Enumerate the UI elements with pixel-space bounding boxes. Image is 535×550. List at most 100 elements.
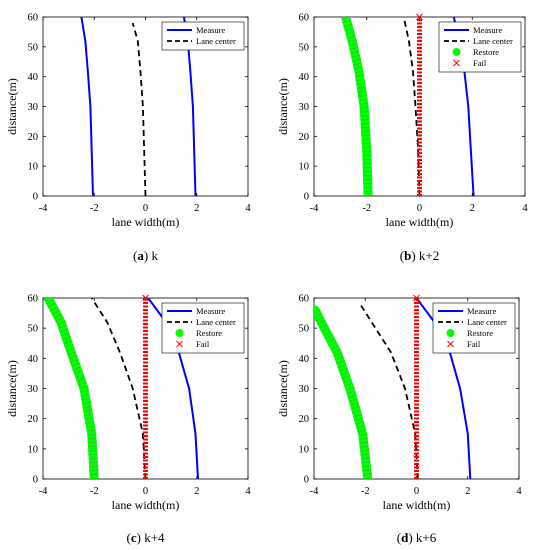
- caption-close: ): [408, 530, 416, 545]
- y-tick-label: 50: [28, 324, 39, 335]
- y-tick-label: 30: [28, 384, 39, 395]
- caption-letter: b: [404, 248, 411, 263]
- panel-caption: (d) k+6: [397, 530, 437, 545]
- y-tick-label: 10: [28, 162, 39, 173]
- x-tick-label: -2: [90, 203, 99, 214]
- y-tick-label: 60: [299, 13, 310, 24]
- measure-line: [415, 298, 472, 479]
- y-axis-label: distance(m): [5, 78, 19, 135]
- caption-close: ): [137, 530, 145, 545]
- caption-letter: a: [137, 248, 144, 263]
- y-tick-label: 10: [28, 444, 39, 455]
- legend-restore-swatch: [175, 329, 184, 337]
- y-tick-label: 40: [299, 354, 310, 365]
- x-tick-label: 0: [417, 203, 422, 214]
- x-tick-label: -2: [90, 486, 99, 497]
- y-tick-label: 40: [28, 354, 39, 365]
- legend-label: Measure: [196, 25, 225, 35]
- legend-label: Lane center: [196, 36, 236, 46]
- y-axis-label: distance(m): [5, 360, 19, 417]
- y-tick-label: 20: [299, 132, 310, 143]
- caption-open: (: [400, 248, 404, 263]
- x-tick-label: 4: [516, 486, 522, 497]
- measure-line: [80, 17, 94, 196]
- panel-caption: (b) k+2: [400, 248, 440, 263]
- legend-label: Fail: [473, 58, 487, 68]
- restore-marker-texture: [341, 17, 373, 196]
- caption-close: ): [411, 248, 419, 263]
- legend-label: Lane center: [473, 36, 513, 46]
- legend-label: Fail: [196, 339, 210, 349]
- legend-box: [161, 21, 245, 51]
- y-tick-label: 10: [299, 162, 310, 173]
- legend-restore-swatch: [452, 48, 461, 56]
- caption-text: k+4: [144, 530, 165, 545]
- x-tick-label: 4: [245, 486, 251, 497]
- x-tick-label: 0: [143, 486, 148, 497]
- y-tick-label: 0: [33, 475, 38, 486]
- caption-open: (: [126, 530, 130, 545]
- y-tick-label: 20: [28, 414, 39, 425]
- caption-open: (: [133, 248, 137, 263]
- legend-label: Measure: [196, 306, 225, 316]
- x-tick-label: 4: [245, 203, 251, 214]
- lane-center-line: [90, 298, 147, 479]
- x-tick-label: 2: [194, 486, 199, 497]
- x-tick-label: -4: [39, 486, 48, 497]
- x-tick-label: 0: [143, 203, 148, 214]
- y-tick-label: 20: [28, 132, 39, 143]
- x-tick-label: 2: [465, 486, 470, 497]
- caption-close: ): [144, 248, 152, 263]
- legend-label: Lane center: [196, 317, 236, 327]
- series-layer: [314, 298, 472, 479]
- y-tick-label: 30: [299, 384, 310, 395]
- y-tick-label: 50: [28, 42, 39, 53]
- y-tick-label: 0: [304, 192, 309, 203]
- legend-fail-swatch: [176, 340, 183, 348]
- y-tick-label: 50: [299, 324, 310, 335]
- y-axis-label: distance(m): [276, 78, 290, 135]
- fail-marker: [142, 294, 149, 302]
- panel-caption: (a) k: [133, 248, 158, 263]
- x-tick-label: -4: [310, 486, 319, 497]
- caption-letter: d: [401, 530, 409, 545]
- legend-label: Restore: [473, 47, 499, 57]
- legend-restore-swatch: [446, 329, 455, 337]
- legend-label: Restore: [467, 328, 493, 338]
- y-tick-label: 30: [28, 102, 39, 113]
- y-axis-label: distance(m): [276, 360, 290, 417]
- lane-center-line: [131, 22, 147, 196]
- restore-marker-texture: [314, 308, 373, 479]
- y-tick-label: 0: [33, 192, 38, 203]
- x-tick-label: -2: [361, 486, 370, 497]
- x-tick-label: 2: [194, 203, 199, 214]
- fail-marker: [416, 13, 423, 21]
- panel-caption: (c) k+4: [126, 530, 165, 545]
- restore-marker-track: [43, 298, 99, 479]
- caption-letter: c: [131, 530, 137, 545]
- legend-label: Measure: [473, 25, 502, 35]
- y-tick-label: 20: [299, 414, 310, 425]
- legend-label: Fail: [467, 339, 481, 349]
- y-tick-label: 40: [28, 72, 39, 83]
- x-tick-label: -2: [362, 203, 371, 214]
- legend-label: Lane center: [467, 317, 507, 327]
- y-tick-label: 60: [299, 294, 310, 305]
- x-tick-label: 2: [470, 203, 475, 214]
- x-axis-label: lane width(m): [386, 215, 454, 229]
- x-axis-label: lane width(m): [112, 498, 180, 512]
- caption-text: k: [151, 248, 158, 263]
- legend-fail-swatch: [453, 59, 460, 67]
- y-tick-label: 50: [299, 42, 310, 53]
- legend-label: Measure: [467, 306, 496, 316]
- caption-open: (: [397, 530, 401, 545]
- y-tick-label: 10: [299, 444, 310, 455]
